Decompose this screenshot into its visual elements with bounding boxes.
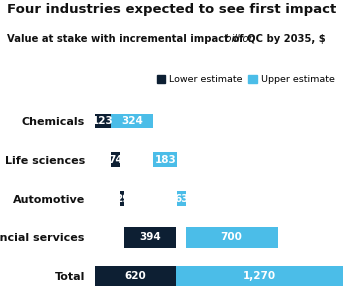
- Bar: [186, 227, 278, 248]
- Text: 394: 394: [139, 233, 161, 242]
- Text: Value at stake with incremental impact of QC by 2035, $: Value at stake with incremental impact o…: [7, 34, 326, 44]
- Bar: [111, 114, 153, 128]
- Legend: Lower estimate, Upper estimate: Lower estimate, Upper estimate: [153, 71, 338, 88]
- Text: 29: 29: [115, 194, 130, 204]
- Text: 620: 620: [124, 271, 146, 281]
- Text: 324: 324: [121, 116, 143, 126]
- Text: 74: 74: [108, 155, 123, 165]
- Bar: [111, 152, 120, 167]
- Text: 63: 63: [174, 194, 189, 204]
- Bar: [176, 266, 343, 286]
- Text: 123: 123: [92, 116, 113, 126]
- Bar: [124, 227, 176, 248]
- Text: 700: 700: [221, 233, 243, 242]
- Bar: [153, 152, 177, 167]
- Bar: [94, 266, 176, 286]
- Text: Four industries expected to see first impact: Four industries expected to see first im…: [7, 3, 336, 16]
- Text: billion: billion: [222, 34, 255, 44]
- Bar: [120, 191, 124, 206]
- Text: 1,270: 1,270: [243, 271, 276, 281]
- Bar: [177, 191, 186, 206]
- Bar: [94, 114, 111, 128]
- Text: 183: 183: [154, 155, 176, 165]
